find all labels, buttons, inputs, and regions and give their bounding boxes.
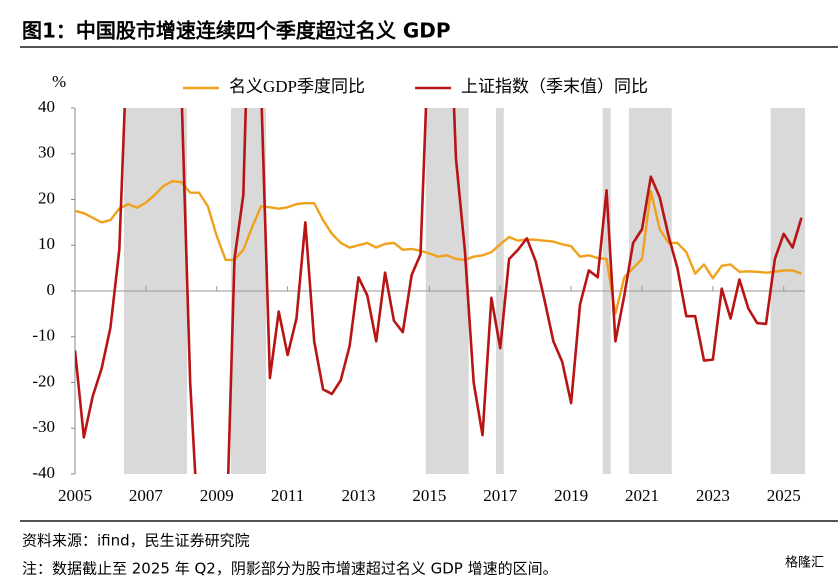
x-tick-label: 2009: [200, 486, 234, 505]
x-tick-label: 2013: [341, 486, 375, 505]
y-tick-label: 10: [38, 234, 55, 253]
series-line: [75, 108, 803, 474]
legend-label: 名义GDP季度同比: [229, 77, 365, 96]
legend-label: 上证指数（季末值）同比: [461, 77, 648, 96]
y-tick-label: -20: [32, 371, 55, 390]
x-tick-label: 2025: [767, 486, 801, 505]
x-tick-label: 2011: [271, 486, 304, 505]
x-tick-label: 2019: [554, 486, 588, 505]
x-tick-label: 2023: [696, 486, 730, 505]
y-tick-label: -40: [32, 463, 55, 482]
series-line: [75, 180, 802, 316]
y-axis-label: %: [52, 72, 66, 91]
y-tick-label: 0: [47, 280, 56, 299]
y-tick-label: 40: [38, 97, 55, 116]
note: 注：数据截止至 2025 年 Q2，阴影部分为股市增速超过名义 GDP 增速的区…: [22, 560, 558, 578]
source: 资料来源：ifind，民生证券研究院: [22, 532, 250, 550]
y-tick-label: -30: [32, 417, 55, 436]
y-tick-label: 20: [38, 188, 55, 207]
x-tick-label: 2007: [129, 486, 164, 505]
x-tick-label: 2021: [625, 486, 659, 505]
x-tick-label: 2017: [483, 486, 518, 505]
chart-title: 图1：中国股市增速连续四个季度超过名义 GDP: [22, 19, 451, 43]
x-tick-label: 2005: [58, 486, 92, 505]
plot-area: [75, 108, 803, 474]
x-tick-label: 2015: [412, 486, 446, 505]
y-tick-label: 30: [38, 143, 55, 162]
y-tick-label: -10: [32, 326, 55, 345]
watermark: 格隆汇: [785, 555, 824, 571]
